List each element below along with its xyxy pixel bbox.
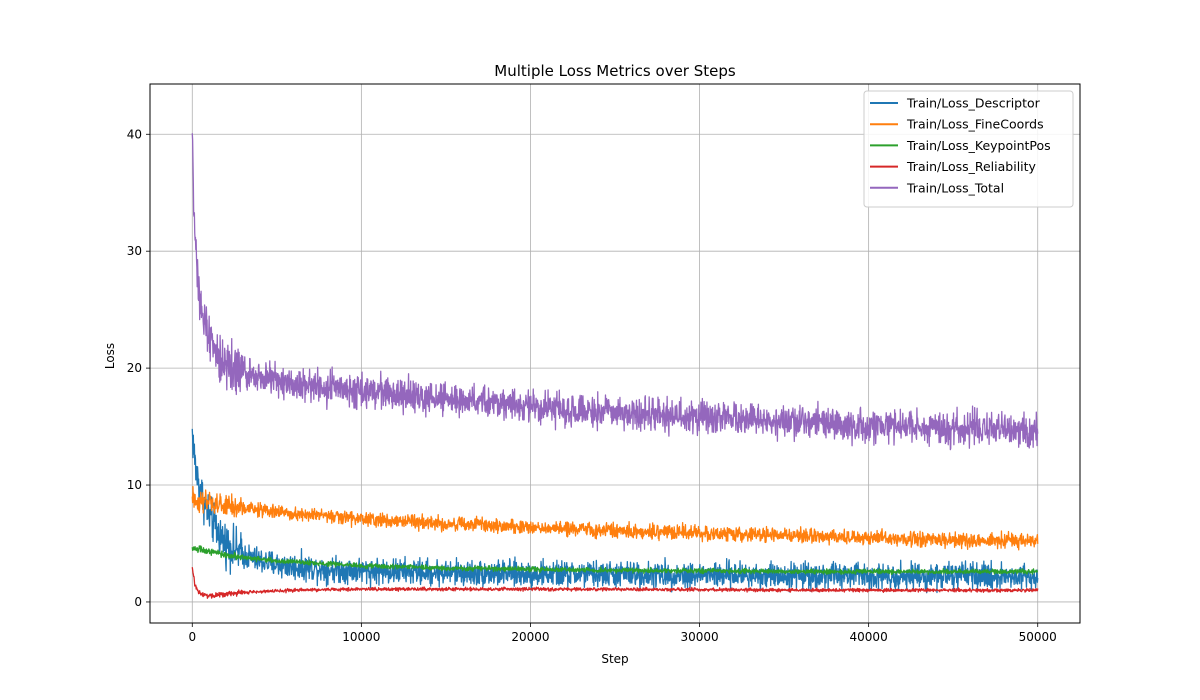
chart-title: Multiple Loss Metrics over Steps (494, 62, 736, 80)
y-tick-label: 0 (134, 595, 142, 609)
x-axis-ticks: 0 10000 20000 30000 40000 50000 (188, 623, 1057, 644)
legend-label: Train/Loss_KeypointPos (906, 138, 1051, 153)
legend-label: Train/Loss_Total (906, 180, 1004, 195)
y-axis-ticks: 0 10 20 30 40 (127, 127, 150, 609)
x-axis-label: Step (601, 652, 628, 666)
series-layer (191, 133, 1039, 599)
y-tick-label: 20 (127, 361, 142, 375)
legend-label: Train/Loss_Reliability (906, 159, 1037, 174)
y-tick-label: 30 (127, 244, 142, 258)
x-tick-label: 20000 (511, 630, 549, 644)
x-tick-label: 0 (188, 630, 196, 644)
legend-label: Train/Loss_FineCoords (906, 117, 1044, 132)
legend: Train/Loss_Descriptor Train/Loss_FineCoor… (863, 90, 1074, 208)
y-axis-label: Loss (103, 343, 117, 369)
x-tick-label: 10000 (342, 630, 380, 644)
x-tick-label: 50000 (1019, 630, 1057, 644)
legend-label: Train/Loss_Descriptor (906, 96, 1041, 111)
plot-frame (149, 83, 1081, 624)
series-line-train-loss-total (191, 133, 1039, 451)
x-tick-label: 30000 (680, 630, 718, 644)
y-tick-label: 10 (127, 478, 142, 492)
series-line-train-loss-keypointpos (191, 545, 1039, 576)
y-tick-label: 40 (127, 127, 142, 141)
series-line-train-loss-reliability (191, 567, 1039, 599)
legend-box (863, 90, 1074, 208)
x-tick-label: 40000 (850, 630, 888, 644)
series-line-train-loss-descriptor (191, 428, 1039, 594)
series-line-train-loss-finecoords (191, 486, 1039, 551)
